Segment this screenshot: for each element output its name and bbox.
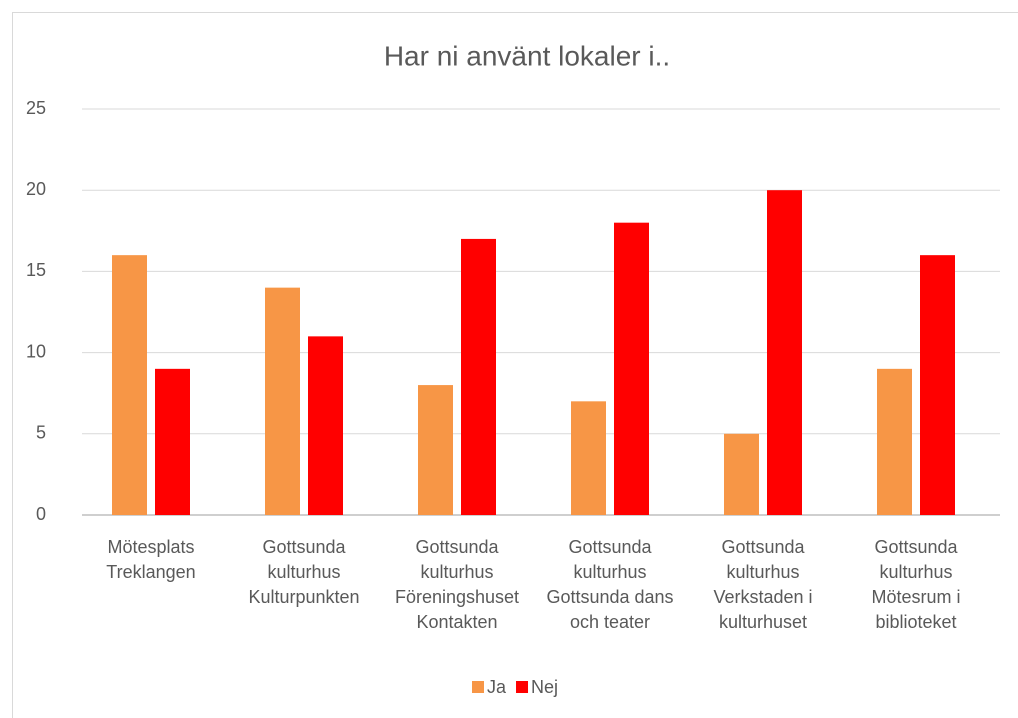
bar xyxy=(155,368,190,515)
bar xyxy=(418,385,453,515)
bar xyxy=(920,255,955,515)
bar xyxy=(265,287,300,515)
chart-frame xyxy=(12,12,1018,718)
bar xyxy=(877,368,912,515)
legend-label: Nej xyxy=(531,677,558,697)
bar xyxy=(112,255,147,515)
bar xyxy=(308,336,343,515)
x-tick-label: Gottsunda kulturhus Verkstaden i kulturh… xyxy=(713,537,813,632)
y-tick-label: 0 xyxy=(36,504,46,524)
bar xyxy=(461,238,496,516)
legend-swatch xyxy=(472,681,484,693)
x-tick-label: Gottsunda kulturhus Kulturpunkten xyxy=(248,537,360,607)
legend-swatch xyxy=(516,681,529,693)
bar xyxy=(767,190,802,515)
chart-title: Har ni använt lokaler i.. xyxy=(384,40,670,71)
y-tick-label: 10 xyxy=(26,341,46,361)
x-tick-label: Gottsunda kulturhus Mötesrum i bibliotek… xyxy=(871,537,961,632)
y-tick-label: 25 xyxy=(26,98,46,118)
y-tick-label: 5 xyxy=(36,423,46,443)
x-tick-label: Gottsunda kulturhus Gottsunda dans och t… xyxy=(546,537,674,632)
x-tick-label: Mötesplats Treklangen xyxy=(106,537,196,582)
legend-label: Ja xyxy=(487,677,507,697)
y-tick-label: 20 xyxy=(26,179,46,199)
bar xyxy=(614,222,649,515)
x-tick-label: Gottsunda kulturhus Föreningshuset Konta… xyxy=(394,537,520,632)
bar xyxy=(724,433,759,515)
bar xyxy=(571,401,606,515)
y-tick-label: 15 xyxy=(26,260,46,280)
